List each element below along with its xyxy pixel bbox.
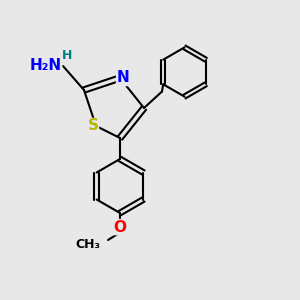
- Text: H₂N: H₂N: [29, 58, 62, 74]
- Text: S: S: [88, 118, 98, 134]
- Text: CH₃: CH₃: [76, 238, 100, 251]
- Text: N: N: [117, 70, 129, 86]
- Text: O: O: [113, 220, 127, 235]
- Text: H: H: [62, 49, 73, 62]
